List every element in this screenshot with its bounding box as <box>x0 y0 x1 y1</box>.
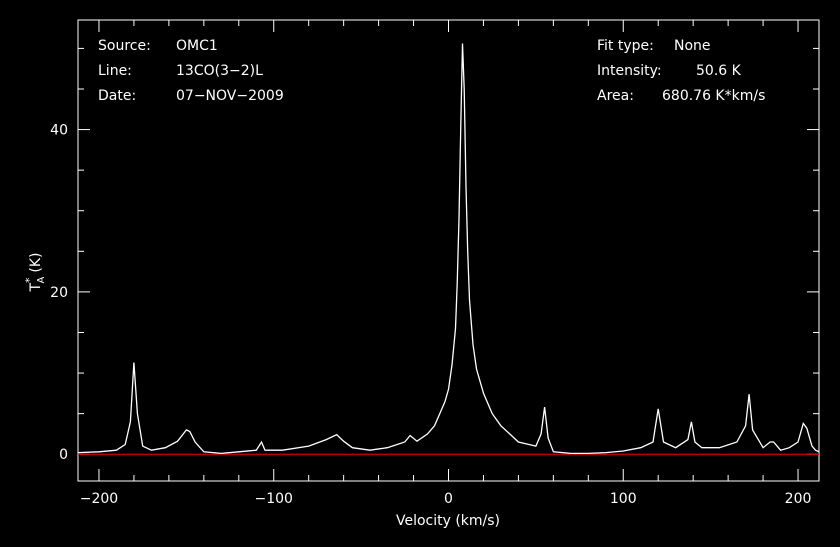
info-line-value: 13CO(3−2)L <box>176 63 263 79</box>
info-intensity-key: Intensity: <box>597 63 662 79</box>
x-tick-label: −100 <box>255 491 293 507</box>
x-axis-label: Velocity (km/s) <box>396 513 500 529</box>
y-axis-label-sub: A <box>36 276 47 283</box>
y-axis-label: T*A (K) <box>23 252 47 292</box>
svg-text:T*A(K): T*A (K) <box>23 252 47 292</box>
x-tick-label: 100 <box>610 491 637 507</box>
info-source-value: OMC1 <box>176 38 218 54</box>
tick-labels: −200 −100 0 100 200 0 20 40 <box>50 123 811 507</box>
info-fittype-key: Fit type: <box>597 38 654 54</box>
x-tick-label: −200 <box>80 491 118 507</box>
info-intensity-value: 50.6 K <box>696 63 742 79</box>
info-date-value: 07−NOV−2009 <box>176 88 284 104</box>
x-tick-label: 200 <box>785 491 812 507</box>
info-date-key: Date: <box>98 88 136 104</box>
y-axis-label-main: T <box>28 283 44 293</box>
y-axis-label-super: * <box>23 277 36 283</box>
info-area-value: 680.76 K*km/s <box>662 88 765 104</box>
y-tick-label: 20 <box>50 285 68 301</box>
spectrum-line <box>77 43 820 455</box>
y-tick-label: 0 <box>59 447 68 463</box>
y-axis-label-unit: (K) <box>28 252 44 272</box>
info-source-key: Source: <box>98 38 151 54</box>
x-tick-label: 0 <box>444 491 453 507</box>
info-line-key: Line: <box>98 63 132 79</box>
info-fittype-value: None <box>674 38 711 54</box>
info-area-key: Area: <box>597 88 634 104</box>
y-tick-label: 40 <box>50 123 68 139</box>
